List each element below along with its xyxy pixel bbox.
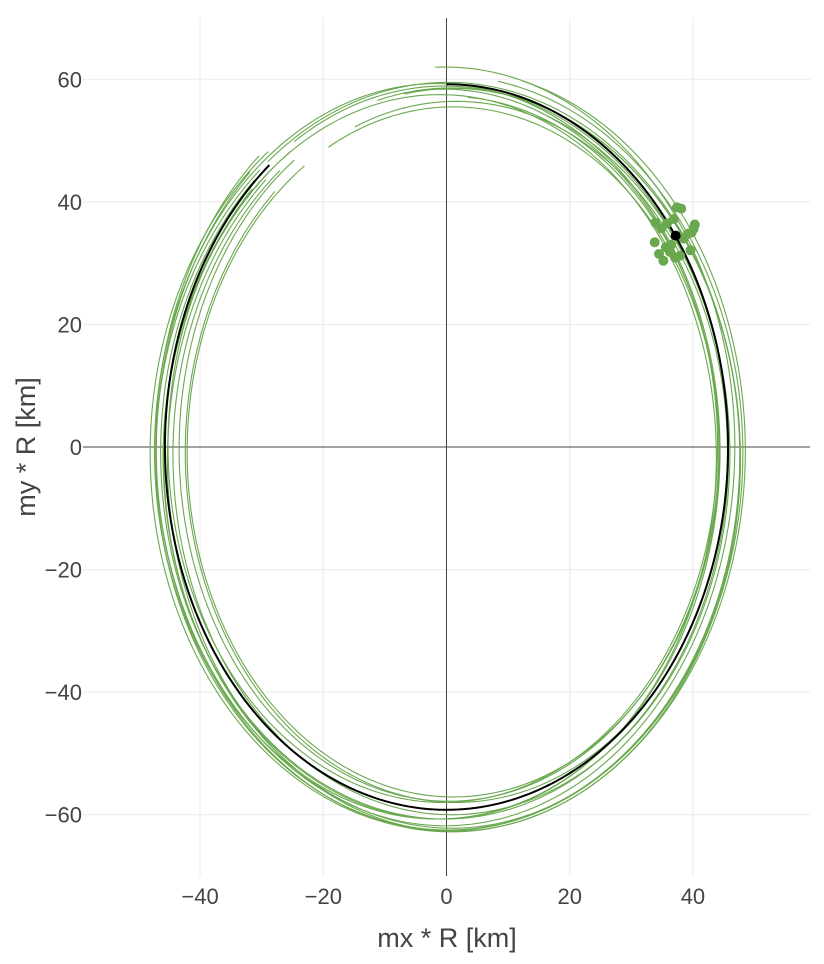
y-tick-label: 20: [58, 312, 82, 337]
y-tick-label: −20: [45, 558, 82, 583]
y-axis-title: my * R [km]: [11, 377, 41, 517]
x-axis-title: mx * R [km]: [377, 923, 517, 953]
sample-orbit-line: [186, 106, 720, 798]
y-tick-label: −60: [45, 803, 82, 828]
sample-orbit-line: [167, 88, 719, 804]
sample-position-point: [668, 214, 679, 225]
reference-position-point: [670, 230, 681, 241]
sample-position-point: [649, 237, 660, 248]
sample-position-point: [678, 233, 689, 244]
y-tick-label: 60: [58, 67, 82, 92]
reference-orbit-line: [163, 83, 730, 811]
reference-orbit: [163, 83, 730, 811]
sample-orbit-line: [160, 85, 730, 820]
x-tick-labels: −40 −20 0 20 40: [181, 884, 705, 909]
sample-position-point: [658, 255, 669, 266]
sample-orbit-line: [184, 100, 728, 803]
sample-position-point: [685, 245, 696, 256]
x-tick-label: 40: [681, 884, 705, 909]
sample-orbit-line: [162, 94, 717, 820]
y-tick-labels: −60 −40 −20 0 20 40 60: [45, 67, 82, 827]
y-tick-label: 40: [58, 190, 82, 215]
y-tick-label: 0: [70, 435, 82, 460]
sample-orbits: [149, 66, 746, 833]
sample-position-point: [671, 202, 682, 213]
y-tick-label: −40: [45, 680, 82, 705]
current-positions: [649, 202, 700, 266]
x-tick-label: 0: [440, 884, 452, 909]
sample-position-point: [689, 219, 700, 230]
sample-orbit-line: [149, 80, 744, 832]
sample-position-point: [650, 217, 661, 228]
x-tick-label: −20: [305, 884, 342, 909]
sample-orbit-line: [155, 80, 746, 833]
x-tick-label: 20: [557, 884, 581, 909]
sample-position-point: [670, 252, 681, 263]
sample-position-point: [686, 227, 697, 238]
zero-lines: [83, 18, 810, 876]
x-tick-label: −40: [181, 884, 218, 909]
